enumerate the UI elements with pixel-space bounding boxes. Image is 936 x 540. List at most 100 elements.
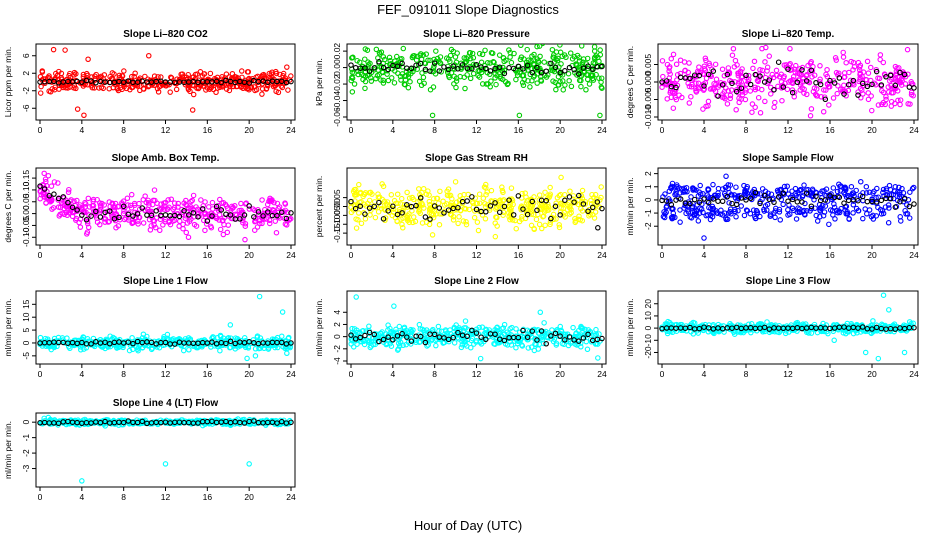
x-tick-label: 24 [597, 250, 607, 260]
data-point [393, 200, 399, 207]
data-point [362, 56, 368, 62]
hourly-point [822, 96, 829, 103]
data-point [348, 77, 355, 84]
data-point [494, 223, 500, 229]
hourly-point [274, 212, 280, 219]
hourly-point [380, 216, 387, 222]
x-tick-label: 0 [38, 250, 43, 260]
data-point [870, 318, 876, 324]
data-point [285, 87, 291, 93]
data-point [556, 224, 563, 231]
data-point [134, 82, 140, 88]
data-point [511, 50, 517, 57]
hourly-point [496, 209, 503, 216]
data-point [661, 214, 668, 221]
outlier-point [875, 355, 882, 362]
data-point [417, 191, 423, 198]
outlier-point [516, 112, 523, 119]
hourly-point [380, 64, 387, 71]
hourly-point [510, 212, 517, 218]
hourly-point [566, 334, 573, 340]
data-point [817, 214, 823, 220]
data-point [578, 83, 584, 90]
hourly-point [757, 73, 763, 79]
data-point [419, 326, 425, 332]
data-point [487, 84, 494, 90]
hourly-point [538, 328, 545, 334]
outlier-point [85, 56, 91, 62]
data-point [534, 44, 540, 50]
data-point [592, 54, 598, 61]
data-point [405, 216, 411, 222]
x-tick-label: 4 [702, 369, 707, 379]
data-point [844, 209, 850, 215]
hourly-point [445, 336, 452, 343]
data-point [142, 73, 148, 80]
outlier-point [886, 307, 892, 313]
hourly-point [897, 69, 903, 76]
data-point [713, 76, 720, 83]
data-point [155, 89, 162, 95]
hourly-point [366, 68, 373, 74]
data-point [275, 89, 282, 96]
hourly-point [399, 210, 405, 216]
data-point [596, 75, 602, 81]
hourly-point [576, 71, 582, 77]
data-point [85, 195, 92, 202]
data-point [595, 54, 601, 61]
data-point [123, 215, 129, 221]
hourly-point [724, 193, 731, 200]
data-point [277, 71, 283, 78]
data-point [668, 328, 674, 335]
hourly-point [775, 194, 782, 200]
data-point [759, 86, 765, 93]
data-point [146, 200, 152, 206]
data-point [114, 79, 120, 85]
data-point [757, 67, 763, 73]
data-point [508, 185, 515, 191]
hourly-point [413, 62, 419, 69]
y-axis-label: ml/min per min. [3, 298, 13, 356]
hourly-point [580, 335, 587, 341]
data-point [231, 343, 238, 349]
hourly-point [761, 192, 768, 199]
y-tick-label: 0.00 [332, 198, 342, 215]
data-point [255, 73, 261, 80]
data-point [557, 78, 563, 85]
data-point [406, 195, 413, 201]
data-point [850, 202, 857, 208]
data-point [237, 214, 243, 220]
data-point [823, 87, 829, 93]
data-point [403, 68, 410, 75]
hourly-point [548, 215, 554, 222]
data-point [497, 197, 503, 203]
data-point [588, 339, 595, 345]
data-point [817, 208, 824, 214]
data-point [673, 61, 680, 67]
data-point [789, 87, 796, 93]
hourly-point [775, 59, 782, 65]
hourly-point [729, 80, 735, 87]
x-tick-label: 16 [203, 250, 213, 260]
hourly-point [218, 79, 225, 86]
hourly-point [897, 198, 903, 205]
data-point [259, 86, 266, 92]
data-point [814, 218, 821, 224]
hourly-point [501, 203, 508, 210]
data-point [64, 335, 70, 341]
hourly-point [883, 74, 889, 80]
hourly-point [125, 339, 132, 345]
data-point [181, 200, 187, 206]
data-point [124, 195, 131, 202]
data-point [453, 75, 460, 81]
data-point [524, 46, 530, 53]
hourly-point [752, 189, 759, 196]
data-point [796, 187, 803, 194]
data-point [406, 211, 412, 217]
data-point [696, 64, 702, 70]
data-point [469, 335, 476, 342]
hourly-point [408, 65, 415, 72]
data-point [741, 190, 748, 196]
data-point [351, 81, 358, 87]
